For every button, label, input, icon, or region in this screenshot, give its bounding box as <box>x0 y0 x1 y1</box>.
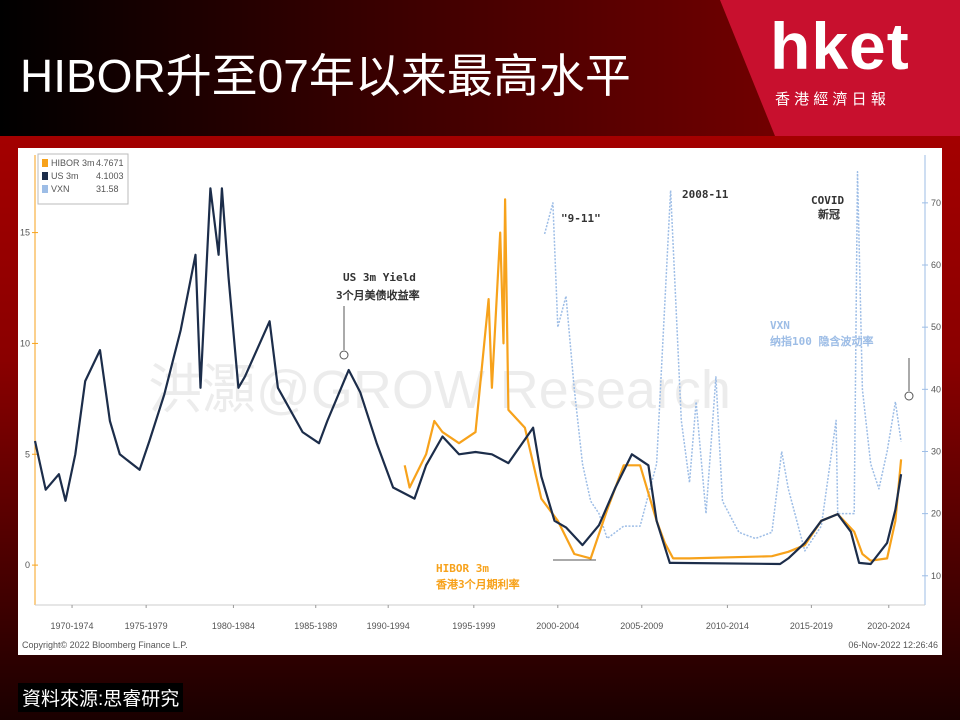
x-tick-label: 2010-2014 <box>706 621 749 631</box>
y2-tick-label: 60 <box>931 260 941 270</box>
annotation: COVID <box>811 194 844 207</box>
legend-swatch <box>42 159 48 167</box>
y-tick-label: 5 <box>25 449 30 459</box>
x-tick-label: 1995-1999 <box>452 621 495 631</box>
legend-label: HIBOR 3m <box>51 158 95 168</box>
annotation: "9-11" <box>561 212 601 225</box>
y2-tick-label: 20 <box>931 509 941 519</box>
legend-label: VXN <box>51 184 70 194</box>
legend-value: 4.7671 <box>96 158 124 168</box>
x-tick-label: 1990-1994 <box>367 621 410 631</box>
annotation: 新冠 <box>818 207 840 221</box>
legend-value: 31.58 <box>96 184 119 194</box>
title: HIBOR升至07年以来最高水平 <box>20 50 631 102</box>
legend-box <box>37 153 129 205</box>
copyright: Copyright© 2022 Bloomberg Finance L.P. <box>22 640 188 650</box>
legend-swatch <box>42 172 48 180</box>
watermark: 洪灝@GROW Research <box>148 360 731 420</box>
timestamp: 06-Nov-2022 12:26:46 <box>848 640 938 650</box>
annotation: 2008-11 <box>682 188 729 201</box>
y2-tick-label: 30 <box>931 446 941 456</box>
x-tick-label: 1980-1984 <box>212 621 255 631</box>
y-tick-label: 15 <box>20 228 30 238</box>
annotation-dot <box>904 391 914 401</box>
source: 資料來源:思睿研究 <box>18 683 184 712</box>
x-tick-label: 1970-1974 <box>51 621 94 631</box>
legend-swatch <box>42 185 48 193</box>
y-tick-label: 0 <box>25 560 30 570</box>
logo-tagline: 香 港 經 濟 日 報 <box>775 91 886 108</box>
y-tick-label: 10 <box>20 338 30 348</box>
annotation: HIBOR 3m <box>436 562 489 575</box>
y2-tick-label: 40 <box>931 384 941 394</box>
x-tick-label: 2015-2019 <box>790 621 833 631</box>
x-tick-label: 2000-2004 <box>536 621 579 631</box>
annotation: 香港3个月期利率 <box>435 577 520 591</box>
annotation-dot <box>339 350 349 360</box>
x-tick-label: 2020-2024 <box>867 621 910 631</box>
logo: hket <box>770 9 910 83</box>
annotation: 纳指100 隐含波动率 <box>770 334 874 348</box>
chart-bg <box>18 148 942 655</box>
legend-value: 4.1003 <box>96 171 124 181</box>
y2-tick-label: 70 <box>931 198 941 208</box>
y2-tick-label: 50 <box>931 322 941 332</box>
series-line <box>33 187 903 566</box>
chart: 洪灝@GROW Research 0 5 10 15 10 20 30 40 50 60 70 197… <box>18 148 942 655</box>
legend-label: US 3m <box>51 171 79 181</box>
x-tick-label: 1985-1989 <box>294 621 337 631</box>
series-line <box>543 171 902 552</box>
x-tick-label: 1975-1979 <box>125 621 168 631</box>
y2-tick-label: 10 <box>931 571 941 581</box>
annotation: 3个月美债收益率 <box>336 288 420 302</box>
annotation: US 3m Yield <box>343 271 416 284</box>
annotation: VXN <box>770 319 790 332</box>
x-tick-label: 2005-2009 <box>620 621 663 631</box>
